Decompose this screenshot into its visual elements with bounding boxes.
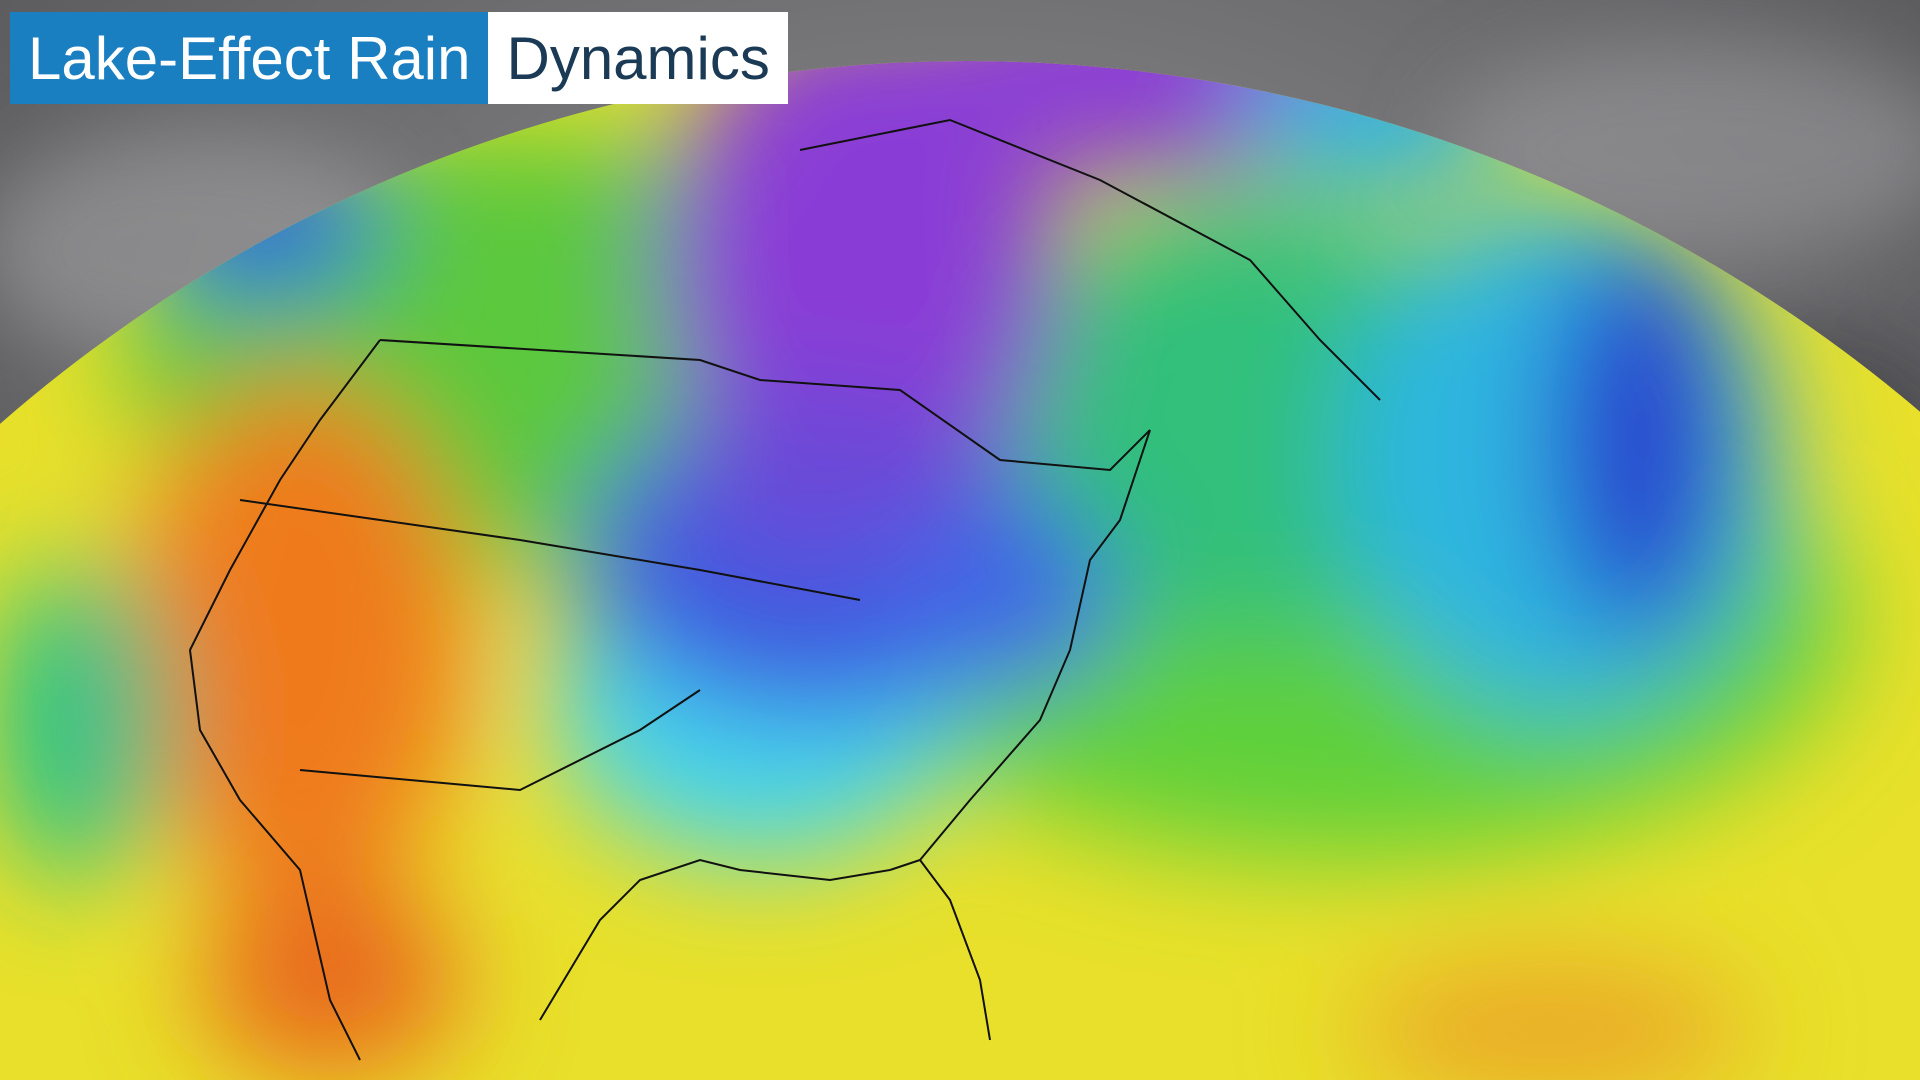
title-rest: Dynamics (488, 12, 788, 104)
title-bar: Lake-Effect Rain Dynamics (10, 12, 788, 104)
title-highlight: Lake-Effect Rain (10, 12, 489, 104)
coastlines (188, 118, 1381, 1061)
